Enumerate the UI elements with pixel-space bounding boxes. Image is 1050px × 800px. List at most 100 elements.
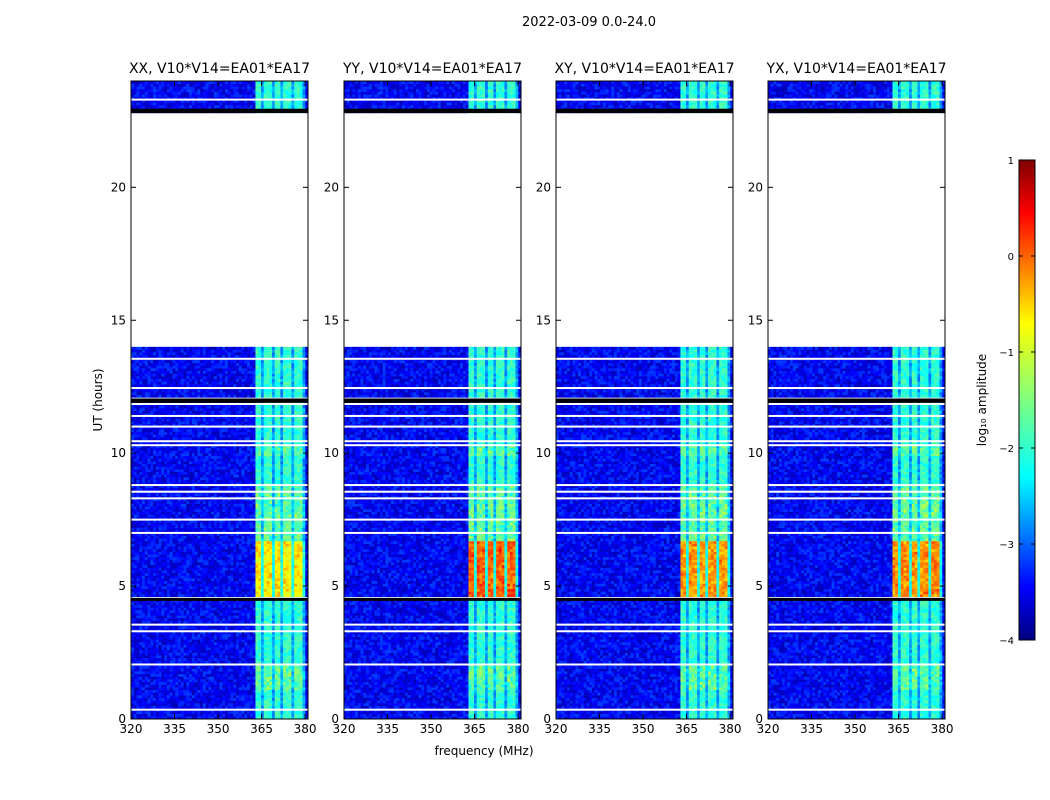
heatmap-cell (227, 572, 231, 576)
heatmap-cell (277, 538, 281, 542)
heatmap-cell (139, 676, 143, 680)
heatmap-cell (233, 703, 237, 707)
heatmap-cell (136, 700, 140, 704)
heatmap-cell (164, 570, 168, 574)
heatmap-cell (225, 527, 229, 531)
heatmap-cell (194, 668, 198, 672)
heatmap-cell (172, 716, 176, 720)
heatmap-cell (260, 562, 265, 566)
heatmap-cell (136, 615, 140, 619)
heatmap-cell (247, 633, 251, 637)
heatmap-cell (197, 716, 201, 720)
heatmap-cell (200, 583, 204, 587)
heatmap-cell (294, 567, 298, 571)
heatmap-cell (208, 575, 212, 579)
heatmap-cell (161, 687, 165, 691)
heatmap-cell (291, 716, 295, 720)
heatmap-cell (136, 636, 140, 640)
heatmap-cell (266, 516, 270, 520)
heatmap-cell (180, 700, 184, 704)
heatmap-cell (283, 540, 287, 544)
heatmap-cell (189, 527, 193, 531)
heatmap-cell (144, 519, 148, 523)
heatmap-cell (208, 527, 212, 531)
heatmap-cell (161, 652, 165, 656)
heatmap-cell (219, 580, 223, 584)
heatmap-cell (166, 538, 171, 542)
heatmap-cell (277, 628, 281, 632)
heatmap-cell (133, 591, 137, 595)
heatmap-cell (208, 564, 212, 568)
heatmap-cell (153, 615, 157, 619)
heatmap-cell (202, 594, 206, 598)
heatmap-cell (241, 711, 245, 714)
heatmap-cell (183, 641, 187, 645)
heatmap-cell (305, 631, 309, 635)
heatmap-cell (272, 673, 276, 677)
heatmap-cell (153, 535, 157, 539)
heatmap-cell (194, 647, 198, 651)
heatmap-cell (222, 671, 226, 675)
heatmap-cell (147, 535, 151, 539)
heatmap-cell (266, 538, 270, 542)
heatmap-cell (169, 657, 173, 661)
heatmap-cell (299, 711, 303, 714)
heatmap-cell (299, 679, 303, 683)
heatmap-cell (178, 543, 182, 547)
heatmap-cell (194, 588, 198, 592)
heatmap-cell (305, 636, 309, 640)
heatmap-cell (249, 578, 253, 582)
heatmap-cell (294, 540, 298, 544)
heatmap-cell (225, 639, 229, 643)
heatmap-cell (216, 639, 220, 643)
heatmap-cell (158, 540, 162, 544)
heatmap-cell (164, 716, 168, 720)
heatmap-cell (222, 657, 226, 661)
heatmap-cell (142, 610, 146, 613)
heatmap-cell (172, 559, 176, 563)
heatmap-cell (169, 535, 173, 539)
heatmap-cell (164, 692, 168, 696)
heatmap-cell (272, 692, 276, 696)
heatmap-cell (211, 692, 215, 696)
heatmap-cell (266, 631, 270, 635)
heatmap-cell (180, 580, 184, 584)
heatmap-cell (277, 695, 281, 699)
heatmap-cell (249, 641, 253, 645)
heatmap-cell (236, 572, 240, 576)
heatmap-cell (189, 665, 193, 669)
heatmap-cell (299, 668, 303, 672)
heatmap-cell (236, 559, 240, 563)
heatmap-cell (194, 562, 198, 566)
heatmap-cell (133, 532, 137, 536)
heatmap-cell (238, 588, 242, 592)
heatmap-cell (302, 575, 306, 579)
heatmap-cell (183, 567, 187, 571)
heatmap-cell (247, 713, 251, 717)
heatmap-cell (241, 716, 245, 720)
heatmap-cell (219, 639, 223, 643)
heatmap-cell (158, 532, 162, 536)
heatmap-cell (258, 636, 262, 640)
heatmap-cell (255, 588, 259, 592)
heatmap-cell (283, 551, 287, 555)
heatmap-cell (142, 559, 146, 563)
heatmap-cell (291, 527, 295, 531)
heatmap-cell (147, 652, 151, 656)
heatmap-cell (172, 631, 176, 635)
heatmap-cell (288, 639, 292, 643)
heatmap-cell (230, 519, 234, 523)
heatmap-cell (202, 700, 206, 704)
heatmap-cell (280, 705, 284, 709)
heatmap-cell (194, 687, 198, 691)
heatmap-cell (241, 697, 245, 701)
heatmap-cell (272, 649, 276, 653)
heatmap-cell (283, 586, 287, 590)
heatmap-cell (280, 583, 284, 587)
heatmap-cell (150, 604, 154, 608)
heatmap-cell (164, 628, 168, 632)
heatmap-cell (166, 631, 171, 635)
heatmap-cell (205, 556, 209, 560)
heatmap-cell (147, 591, 151, 595)
heatmap-cell (166, 636, 171, 640)
